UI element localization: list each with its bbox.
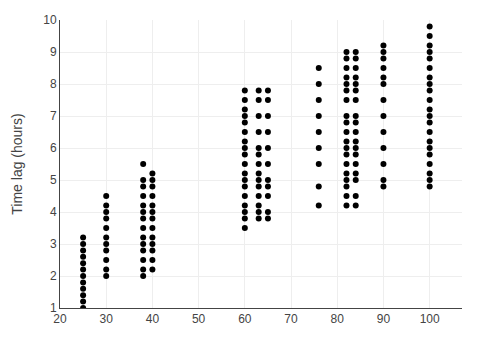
svg-text:90: 90: [377, 312, 391, 326]
svg-text:1: 1: [50, 301, 57, 315]
svg-text:10: 10: [43, 13, 57, 27]
svg-text:6: 6: [50, 141, 57, 155]
svg-text:4: 4: [50, 205, 57, 219]
svg-text:7: 7: [50, 109, 57, 123]
svg-text:8: 8: [50, 77, 57, 91]
svg-text:9: 9: [50, 45, 57, 59]
svg-text:60: 60: [238, 312, 252, 326]
svg-text:100: 100: [420, 312, 440, 326]
svg-text:40: 40: [146, 312, 160, 326]
svg-text:3: 3: [50, 237, 57, 251]
svg-text:20: 20: [53, 312, 67, 326]
svg-text:50: 50: [192, 312, 206, 326]
svg-text:5: 5: [50, 173, 57, 187]
svg-text:70: 70: [284, 312, 298, 326]
svg-text:Time lag (hours): Time lag (hours): [9, 113, 25, 214]
svg-text:30: 30: [100, 312, 114, 326]
svg-text:80: 80: [331, 312, 345, 326]
svg-text:2: 2: [50, 269, 57, 283]
